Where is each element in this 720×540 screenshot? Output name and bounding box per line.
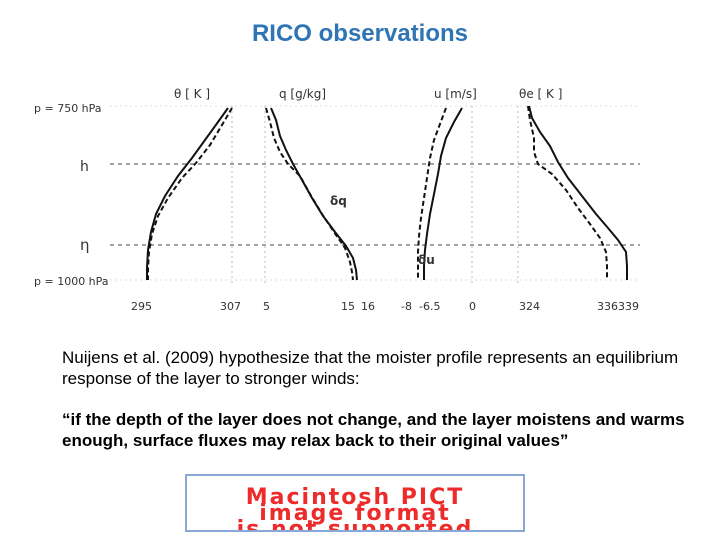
- tick-label: 336: [597, 300, 618, 313]
- tick-label: 295: [131, 300, 152, 313]
- panel-thetae-header: θe [ K ]: [519, 87, 562, 101]
- panel-theta-header: θ [ K ]: [174, 87, 210, 101]
- level-eta-label: η: [80, 236, 90, 254]
- u-profile-dashed: [417, 107, 447, 280]
- theta-profile-dashed: [147, 107, 233, 280]
- pict-line-3: is not supported: [236, 517, 474, 532]
- caption-text: Nuijens et al. (2009) hypothesize that t…: [62, 348, 679, 388]
- q-profile-solid: [270, 107, 358, 281]
- tick-label: 307: [220, 300, 241, 313]
- tick-label: 15: [341, 300, 355, 313]
- panel-q-header: q [g/kg]: [279, 87, 326, 101]
- pressure-top-label: p = 750 hPa: [34, 102, 102, 115]
- pressure-bottom-label: p = 1000 hPa: [34, 275, 109, 288]
- tick-label: -6.5: [419, 300, 440, 313]
- q-profile-dashed: [265, 107, 354, 281]
- pict-placeholder-image: Macintosh PICT image format is not suppo…: [185, 474, 525, 532]
- tick-label: 5: [263, 300, 270, 313]
- tick-label: 324: [519, 300, 540, 313]
- level-h-label: h: [80, 159, 89, 175]
- page-title: RICO observations: [251, 20, 469, 47]
- thetae-profile-dashed: [527, 105, 608, 280]
- tick-label: -8: [401, 300, 412, 313]
- tick-label: 339: [618, 300, 639, 313]
- quote-text: “if the depth of the layer does not chan…: [62, 410, 685, 450]
- tick-label: 16: [361, 300, 375, 313]
- tick-label: 0: [469, 300, 476, 313]
- delta-u-label: δu: [418, 253, 435, 267]
- thetae-profile-solid: [528, 105, 628, 280]
- delta-q-label: δq: [330, 194, 347, 208]
- pict-line-1: Macintosh PICT: [245, 485, 465, 510]
- panel-u-header: u [m/s]: [434, 87, 477, 101]
- u-profile-solid: [423, 107, 463, 280]
- theta-profile-solid: [146, 107, 229, 280]
- pict-line-2: image format: [259, 501, 451, 526]
- profile-figure: p = 750 hPa p = 1000 hPa h η θ [ K ] q […: [34, 87, 640, 313]
